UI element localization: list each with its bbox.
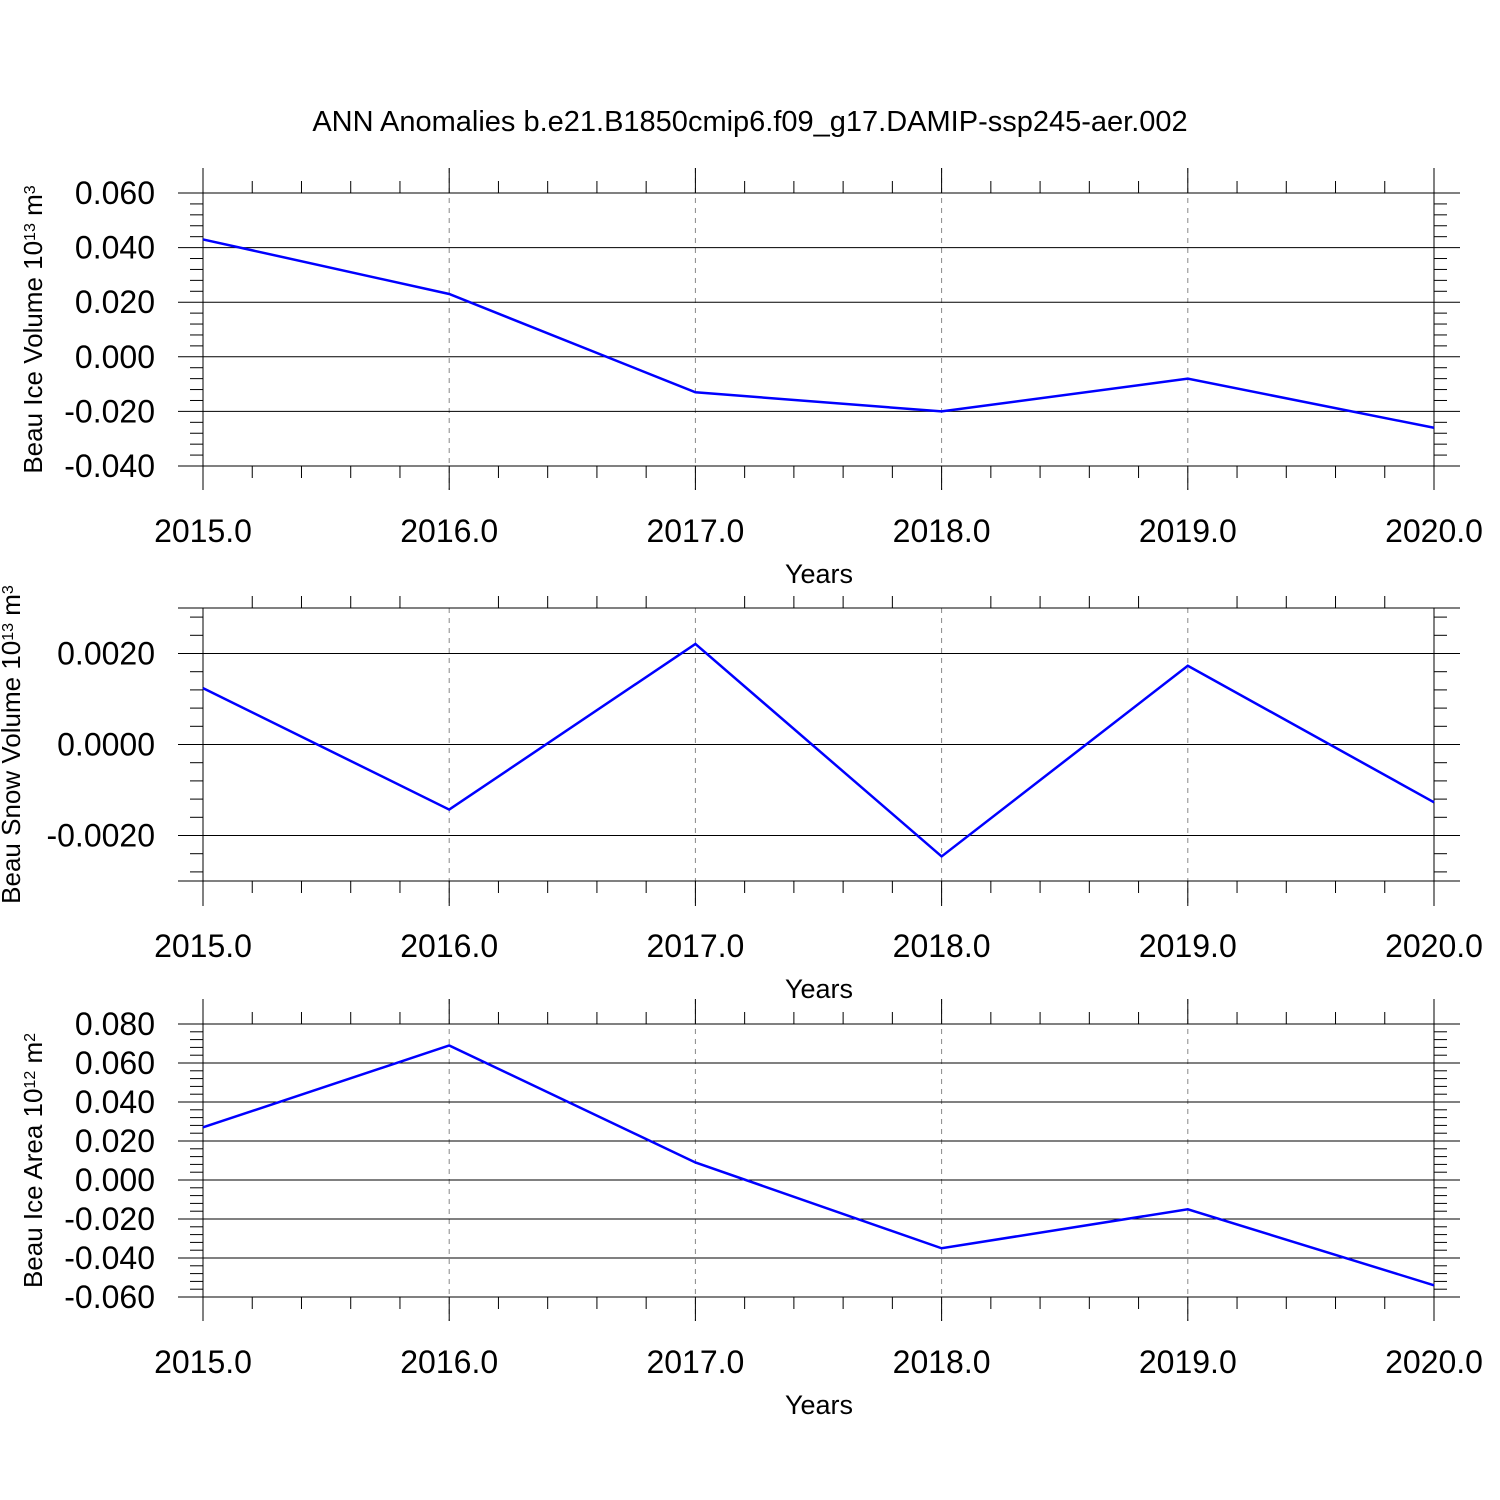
series-line: [202, 642, 1435, 859]
x-tick-label: 2015.0: [154, 513, 252, 549]
figure-title: ANN Anomalies b.e21.B1850cmip6.f09_g17.D…: [312, 106, 1187, 138]
x-tick-label: 2018.0: [893, 513, 991, 549]
series-line: [202, 1044, 1435, 1287]
y-tick-label: 0.0000: [57, 727, 155, 763]
y-tick-label: 0.060: [75, 175, 155, 211]
x-tick-label: 2020.0: [1385, 513, 1483, 549]
x-tick-label: 2019.0: [1139, 513, 1237, 549]
x-axis-label: Years: [785, 974, 853, 1004]
y-tick-label: 0.0020: [57, 636, 155, 672]
y-tick-label: 0.020: [75, 284, 155, 320]
x-tick-label: 2017.0: [646, 513, 744, 549]
y-axis-label-text: Beau Snow Volume 10: [0, 641, 26, 904]
x-tick-label: 2016.0: [400, 928, 498, 964]
x-tick-label: 2016.0: [400, 513, 498, 549]
y-axis-label: Beau Ice Volume 1013 m3: [18, 185, 48, 473]
x-tick-label: 2015.0: [154, 928, 252, 964]
y-tick-label: 0.060: [75, 1045, 155, 1081]
x-axis-label: Years: [785, 559, 853, 589]
y-tick-label: -0.060: [64, 1279, 155, 1315]
chart-panel-3: -0.060-0.040-0.0200.0000.0200.0400.0600.…: [18, 999, 1483, 1420]
y-axis-label-superscript: 2: [22, 1033, 39, 1042]
chart-panel-2: -0.0020 0.0000 0.0020 2015.0 2016.0 2017.0 201…: [0, 585, 1483, 1004]
y-axis-label-superscript: 12: [22, 1071, 39, 1089]
y-tick-label: 0.040: [75, 230, 155, 266]
x-axis-label: Years: [785, 1390, 853, 1420]
y-tick-label: 0.080: [75, 1006, 155, 1042]
y-axis-label-text: m: [18, 194, 48, 223]
y-tick-label: -0.040: [64, 448, 155, 484]
x-tick-label: 2016.0: [400, 1344, 498, 1380]
x-tick-label: 2020.0: [1385, 1344, 1483, 1380]
y-axis-label: Beau Snow Volume 1013 m3: [0, 585, 26, 904]
y-axis-label-text: Beau Ice Area 10: [18, 1089, 48, 1288]
series-line: [202, 238, 1435, 430]
y-axis-label-superscript: 13: [0, 623, 17, 641]
y-axis-label-superscript: 3: [22, 185, 39, 194]
y-axis-label-text: m: [18, 1042, 48, 1071]
y-tick-label: -0.020: [64, 1201, 155, 1237]
y-tick-label: 0.040: [75, 1084, 155, 1120]
x-tick-label: 2015.0: [154, 1344, 252, 1380]
x-tick-label: 2020.0: [1385, 928, 1483, 964]
y-axis-label-text: Beau Ice Volume 10: [18, 241, 48, 474]
y-tick-label: -0.020: [64, 393, 155, 429]
x-tick-label: 2017.0: [646, 928, 744, 964]
x-tick-label: 2019.0: [1139, 1344, 1237, 1380]
y-tick-label: -0.040: [64, 1240, 155, 1276]
y-tick-label: -0.0020: [46, 818, 155, 854]
y-tick-label: 0.000: [75, 1162, 155, 1198]
y-tick-label: 0.020: [75, 1123, 155, 1159]
x-tick-label: 2018.0: [893, 928, 991, 964]
x-tick-label: 2017.0: [646, 1344, 744, 1380]
y-axis-label: Beau Ice Area 1012 m2: [18, 1033, 48, 1288]
x-tick-label: 2018.0: [893, 1344, 991, 1380]
y-tick-label: 0.000: [75, 339, 155, 375]
chart-panel-1: -0.040 -0.020 0.000 0.020 0.040 0.060 2015.0 20…: [18, 168, 1483, 589]
y-axis-label-text: m: [0, 594, 26, 623]
y-axis-label-superscript: 13: [22, 223, 39, 241]
y-axis-label-superscript: 3: [0, 585, 17, 594]
x-tick-label: 2019.0: [1139, 928, 1237, 964]
